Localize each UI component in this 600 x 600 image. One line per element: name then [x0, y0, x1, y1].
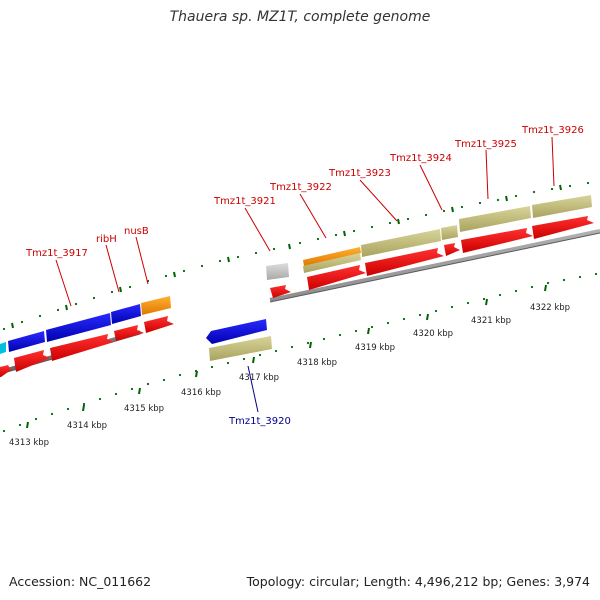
map-title: Thauera sp. MZ1T, complete genome: [169, 9, 431, 25]
grey-feature-3921: [266, 263, 289, 280]
tick-label-4322: 4322 kbp: [530, 303, 570, 313]
lower-features: [206, 319, 272, 361]
cds-arrow: [365, 248, 444, 276]
khaki-feature-3926: [532, 195, 592, 218]
tick-label-4313: 4313 kbp: [9, 438, 49, 448]
accession-text: Accession: NC_011662: [9, 574, 152, 589]
gene-label: Tmz1t_3920: [228, 416, 291, 427]
tick-label-4316: 4316 kbp: [181, 388, 221, 398]
blue-feature-2: [46, 313, 111, 342]
tick-label-4315: 4315 kbp: [124, 404, 164, 414]
tick-label-4318: 4318 kbp: [297, 358, 337, 368]
tick-label-4320: 4320 kbp: [413, 329, 453, 339]
gene-label: Tmz1t_3924: [389, 153, 452, 164]
cds-arrow: [270, 285, 291, 298]
khaki-feature-3924: [441, 225, 458, 240]
gene-label: Tmz1t_3922: [269, 182, 332, 193]
gene-leader-lines: [55, 136, 555, 307]
cds-arrow: [307, 265, 366, 290]
tick-label-4314: 4314 kbp: [67, 421, 107, 431]
gene-label: nusB: [124, 226, 149, 237]
upper-scale-track: [2, 181, 590, 331]
gene-label: Tmz1t_3917: [25, 248, 88, 259]
khaki-feature-3925: [459, 206, 531, 232]
orange-feature-3922: [303, 247, 361, 266]
cds-arrow: [50, 334, 114, 361]
blue-feature-3: [111, 304, 141, 324]
khaki-feature-3922: [303, 253, 361, 273]
gene-labels: Tmz1t_3917 ribH nusB Tmz1t_3921 Tmz1t_39…: [25, 125, 584, 427]
lower-scale-ticks: [26, 284, 547, 429]
cds-arrow: [144, 316, 174, 333]
cds-arrow: [14, 350, 50, 372]
gene-label: Tmz1t_3925: [454, 139, 517, 150]
scale-labels: 4313 kbp 4314 kbp 4315 kbp 4316 kbp 4317…: [9, 303, 570, 448]
cds-arrow: [532, 216, 594, 239]
upper-scale-ticks: [11, 184, 562, 329]
gene-label: Tmz1t_3923: [328, 168, 391, 179]
blue-feature-1: [8, 331, 45, 352]
khaki-feature-3920: [209, 336, 272, 361]
upper-feature-bars: [0, 195, 592, 354]
cyan-feature: [0, 342, 6, 354]
gene-label: Tmz1t_3926: [521, 125, 584, 136]
gene-label: Tmz1t_3921: [213, 196, 276, 207]
khaki-feature-3923: [361, 229, 441, 257]
cds-arrow: [114, 325, 144, 341]
blue-arrow-3920: [206, 319, 267, 344]
tick-label-4319: 4319 kbp: [355, 343, 395, 353]
cds-arrow: [0, 365, 11, 377]
gene-leader-line-3920: [247, 365, 259, 413]
orange-feature-nusb: [141, 296, 171, 315]
gene-label: ribH: [96, 234, 117, 245]
genome-summary-text: Topology: circular; Length: 4,496,212 bp…: [246, 574, 590, 589]
tick-label-4321: 4321 kbp: [471, 316, 511, 326]
upper-cds-arrows: [0, 216, 594, 377]
tick-label-4317: 4317 kbp: [239, 373, 279, 383]
cds-arrow: [461, 228, 533, 253]
lower-scale-track: [2, 272, 598, 433]
cds-arrow: [444, 243, 460, 256]
